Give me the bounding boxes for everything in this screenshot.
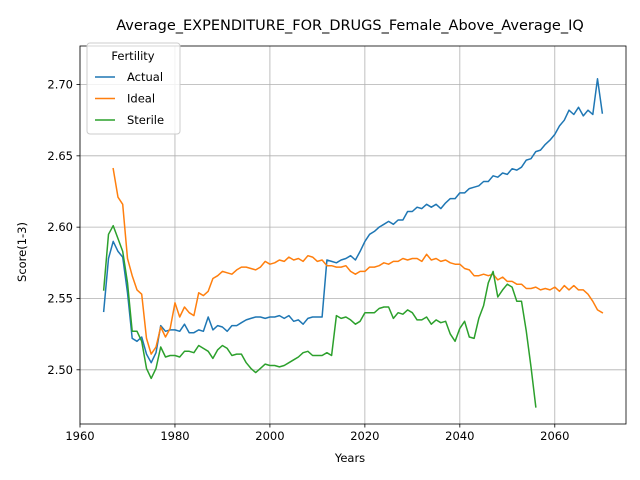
plot-frame (79, 45, 627, 425)
series-lines (102, 78, 604, 408)
legend-label-sterile: Sterile (127, 113, 164, 127)
y-tick-label: 2.70 (47, 78, 73, 92)
x-axis-ticks: 1960 1980 2000 2020 2040 2060 (65, 424, 569, 443)
x-tick-label: 1960 (65, 429, 94, 443)
x-tick-label: 2040 (445, 429, 474, 443)
series-line-ideal (112, 167, 604, 355)
series-line-sterile (102, 224, 537, 408)
x-axis-label: Years (334, 451, 365, 465)
x-tick-label: 2000 (255, 429, 284, 443)
legend-title: Fertility (111, 49, 154, 63)
chart-title: Average_EXPENDITURE_FOR_DRUGS_Female_Abo… (116, 18, 584, 34)
legend-label-ideal: Ideal (127, 92, 155, 106)
legend: Fertility Actual Ideal Sterile (86, 42, 181, 135)
series-line-actual (102, 78, 604, 364)
legend-box (86, 42, 181, 135)
x-tick-label: 2020 (350, 429, 379, 443)
y-tick-label: 2.55 (47, 291, 73, 305)
y-tick-label: 2.50 (47, 363, 73, 377)
x-tick-label: 1980 (160, 429, 189, 443)
y-tick-label: 2.60 (47, 220, 73, 234)
y-tick-label: 2.65 (47, 149, 73, 163)
x-tick-label: 2060 (540, 429, 569, 443)
legend-label-actual: Actual (127, 70, 163, 84)
y-axis-label: Score(1-3) (15, 222, 29, 282)
y-axis-ticks: 2.50 2.55 2.60 2.65 2.70 (47, 78, 80, 377)
legend-entries: Actual Ideal Sterile (95, 70, 164, 127)
